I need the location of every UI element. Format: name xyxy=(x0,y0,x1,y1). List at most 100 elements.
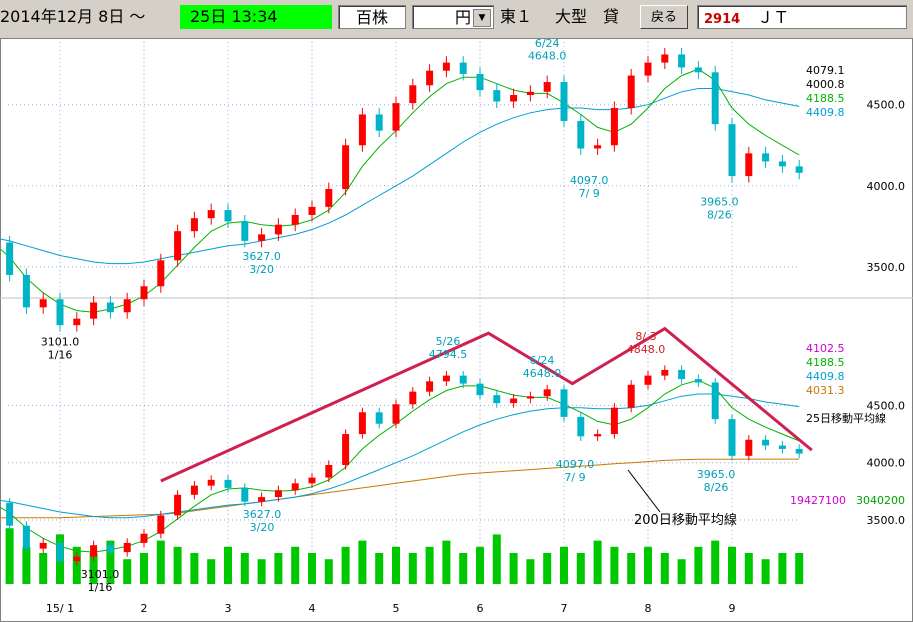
lower-candle xyxy=(39,542,47,549)
lower-candle xyxy=(258,497,266,502)
upper-candle xyxy=(510,95,518,102)
volume-bar xyxy=(240,553,249,584)
upper-candle xyxy=(476,73,484,91)
lower-candle xyxy=(627,384,635,408)
y-tick-label: 4000.0 xyxy=(867,457,906,470)
upper-candle xyxy=(375,114,383,131)
upper-candle xyxy=(274,224,282,235)
lower-candle xyxy=(476,383,484,396)
upper-candle xyxy=(106,302,114,313)
upper-legend-value: 4079.1 xyxy=(806,64,845,77)
currency-select[interactable]: 円 ▼ xyxy=(412,5,494,29)
lower-candle xyxy=(291,483,299,491)
lower-annotation-date: 1/16 xyxy=(88,581,113,594)
volume-bar xyxy=(291,546,300,584)
y-tick-label: 3500.0 xyxy=(867,514,906,527)
upper-candle xyxy=(56,299,64,326)
upper-candle xyxy=(661,54,669,63)
upper-annotation-value: 4097.0 xyxy=(570,174,609,187)
lower-candle xyxy=(274,490,282,498)
upper-candle xyxy=(745,153,753,177)
volume-bar xyxy=(442,540,451,584)
lower-candle xyxy=(73,556,81,562)
upper-candle xyxy=(123,299,131,313)
upper-candle xyxy=(442,62,450,71)
lower-candle xyxy=(493,395,501,404)
volume-bar xyxy=(711,540,720,584)
lower-candle xyxy=(577,416,585,437)
x-tick-label: 15/ 1 xyxy=(46,602,74,615)
lower-candle xyxy=(610,407,618,435)
upper-annotation-value: 3627.0 xyxy=(242,250,281,263)
exchange-label: 東１ xyxy=(500,7,533,26)
volume-bar xyxy=(492,534,501,584)
lower-candle xyxy=(543,389,551,397)
lower-ma-mid-line xyxy=(0,393,800,519)
upper-ma-mid-line xyxy=(0,88,800,265)
volume-bar xyxy=(156,540,165,584)
upper-legend-value: 4409.8 xyxy=(806,106,845,119)
volume-bar xyxy=(660,553,669,584)
upper-candle xyxy=(728,124,736,177)
upper-candle xyxy=(795,166,803,173)
volume-bar xyxy=(694,546,703,584)
lower-legend-value: 4031.3 xyxy=(806,384,845,397)
upper-candle xyxy=(627,75,635,108)
upper-candle xyxy=(39,299,47,308)
upper-candle xyxy=(22,274,30,308)
lower-candle xyxy=(241,487,249,502)
lower-legend-value: 4409.8 xyxy=(806,370,845,383)
chart-frame xyxy=(0,38,913,622)
volume-bar xyxy=(123,559,132,584)
volume-bar xyxy=(392,546,400,584)
chevron-down-icon[interactable]: ▼ xyxy=(473,9,491,27)
upper-ma-short-line xyxy=(0,68,800,313)
upper-candle xyxy=(174,231,182,261)
upper-candle xyxy=(190,218,198,232)
volume-bar xyxy=(173,546,182,584)
volume-bar xyxy=(140,553,148,584)
lower-annotation-value: 4848.0 xyxy=(627,343,666,356)
upper-candle xyxy=(90,302,98,319)
lower-candle xyxy=(140,533,148,543)
lower-candle xyxy=(56,542,64,562)
lower-annotation-value: 4648.0 xyxy=(523,367,562,380)
y-tick-label: 3500.0 xyxy=(867,261,906,274)
volume-bar xyxy=(324,559,333,584)
x-tick-label: 9 xyxy=(729,602,736,615)
lower-candle xyxy=(778,445,786,449)
volume-bar xyxy=(560,546,568,584)
volume-bar xyxy=(425,546,434,584)
volume-bar xyxy=(593,540,602,584)
lower-candle xyxy=(510,398,518,404)
volume-bar xyxy=(224,546,232,584)
back-button[interactable]: 戻る xyxy=(640,5,688,29)
upper-candle xyxy=(392,103,400,131)
lower-candle xyxy=(190,485,198,495)
volume-bar xyxy=(610,546,619,584)
stock-chart: 15/ 1 2 3 4 5 6 7 8 9 3500.0 4000.0 4500.0 3500.0 400… xyxy=(0,38,913,622)
stock-code-field[interactable]: 2914 ＪＴ xyxy=(697,5,907,29)
volume-label-1: 19427100 xyxy=(790,494,846,507)
lower-candle xyxy=(392,404,400,424)
loan-label: 貸 xyxy=(603,7,620,26)
upper-candle xyxy=(73,318,81,326)
upper-candle xyxy=(224,210,232,222)
volume-bar xyxy=(39,553,48,584)
lower-candle xyxy=(762,439,770,446)
x-tick-label: 3 xyxy=(225,602,232,615)
lower-candle xyxy=(375,412,383,424)
volume-bar xyxy=(627,553,636,584)
lower-annotation-date: 5/26 xyxy=(436,335,461,348)
lower-candle xyxy=(644,375,652,385)
lower-candle xyxy=(711,382,719,420)
x-tick-label: 8 xyxy=(645,602,652,615)
upper-candle xyxy=(493,90,501,102)
volume-bar xyxy=(408,553,417,584)
upper-candle xyxy=(426,70,434,86)
to-date-field[interactable]: 25日 13:34 xyxy=(180,5,332,29)
lower-candle xyxy=(325,464,333,478)
unit-field[interactable]: 百株 xyxy=(338,5,406,29)
lower-candle xyxy=(6,502,14,526)
upper-annotation-date: 6/24 xyxy=(535,38,560,50)
